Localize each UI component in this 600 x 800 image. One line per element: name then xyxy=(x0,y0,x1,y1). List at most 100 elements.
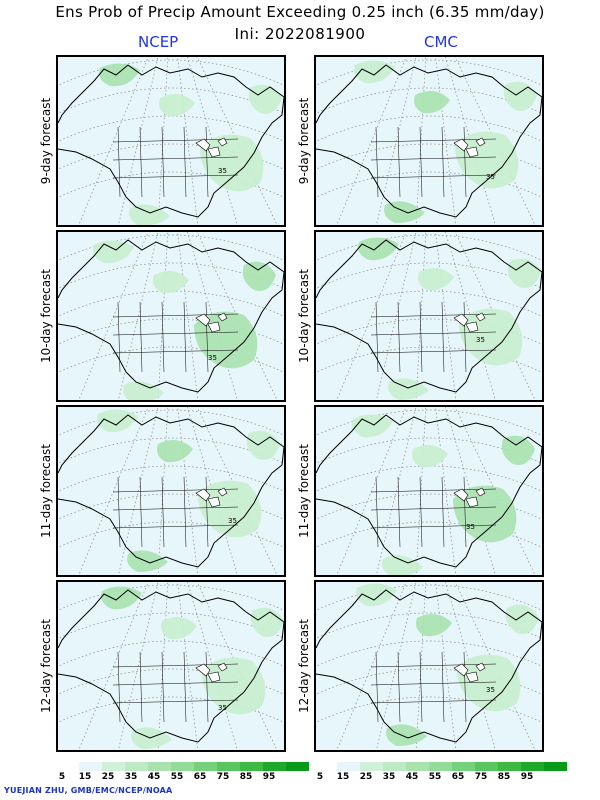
longitude-gridline xyxy=(445,232,496,400)
contour-label: 35 xyxy=(486,686,495,694)
colorbar-label: 95 xyxy=(520,772,534,782)
contour-label: 35 xyxy=(486,173,495,181)
probability-map: 35 xyxy=(316,407,542,575)
map-panel-ncep-9day: 35 xyxy=(56,55,286,227)
state-boundary xyxy=(112,349,239,354)
latitude-gridline xyxy=(316,57,542,58)
state-boundary xyxy=(463,476,467,548)
colorbar-label: 5 xyxy=(316,772,324,782)
great-lake xyxy=(453,313,469,327)
longitude-gridline xyxy=(376,407,417,575)
great-lake xyxy=(195,488,211,502)
probability-area xyxy=(358,237,399,261)
colorbar-label: 75 xyxy=(474,772,488,782)
state-boundary xyxy=(205,301,209,373)
state-boundary xyxy=(397,301,401,373)
state-boundary xyxy=(112,156,239,161)
state-boundary xyxy=(139,301,143,373)
colorbar-label: 45 xyxy=(147,772,161,782)
colorbar-swatch xyxy=(383,762,406,771)
state-boundary xyxy=(205,651,209,723)
probability-area xyxy=(123,381,164,400)
probability-map: 35 xyxy=(58,57,284,225)
latitude-gridline xyxy=(316,582,542,583)
contour-label: 35 xyxy=(208,354,217,362)
colorbar-swatch xyxy=(544,762,567,771)
longitude-gridline xyxy=(454,407,536,575)
longitude-gridline xyxy=(454,232,536,400)
longitude-gridline xyxy=(78,407,149,575)
great-lake xyxy=(207,671,221,683)
probability-area xyxy=(384,201,425,223)
latitude-gridline xyxy=(58,232,284,233)
longitude-gridline xyxy=(187,232,238,400)
longitude-gridline xyxy=(445,57,496,225)
great-lake xyxy=(475,662,486,672)
state-boundary xyxy=(161,126,165,198)
longitude-gridline xyxy=(177,232,199,400)
state-boundary xyxy=(139,476,143,548)
state-boundary xyxy=(370,524,497,529)
colorbar-label: 15 xyxy=(78,772,92,782)
probability-area xyxy=(97,409,138,433)
state-boundary xyxy=(183,301,187,373)
state-boundary xyxy=(419,126,423,198)
state-boundary xyxy=(183,476,187,548)
coastline xyxy=(58,64,284,218)
longitude-gridline xyxy=(196,407,278,575)
probability-area xyxy=(382,555,423,575)
longitude-gridline xyxy=(435,582,457,750)
great-lake xyxy=(465,496,479,508)
state-boundary xyxy=(112,699,239,704)
contour-label: 35 xyxy=(218,704,227,712)
map-panel-cmc-9day: 35 xyxy=(314,55,544,227)
state-boundary xyxy=(370,681,497,686)
state-boundary xyxy=(205,476,209,548)
colorbar-label: 65 xyxy=(193,772,207,782)
probability-area xyxy=(250,607,284,637)
state-boundary xyxy=(205,126,209,198)
probability-area xyxy=(159,94,195,117)
longitude-gridline xyxy=(435,57,457,225)
contour-label: 35 xyxy=(228,517,237,525)
colorbar-swatch xyxy=(263,762,286,771)
row-label-9day-cmc: 9-day forecast xyxy=(297,97,311,185)
state-boundary xyxy=(370,174,497,179)
state-boundary xyxy=(112,138,239,143)
probability-area xyxy=(99,63,140,87)
longitude-gridline xyxy=(435,232,457,400)
state-boundary xyxy=(463,301,467,373)
probability-area xyxy=(455,131,519,189)
probability-area xyxy=(202,657,266,715)
colorbar-label: 35 xyxy=(382,772,396,782)
probability-map: 35 xyxy=(316,57,542,225)
state-boundary xyxy=(161,301,165,373)
state-boundary xyxy=(441,651,445,723)
colorbar-swatch xyxy=(429,762,452,771)
state-boundary xyxy=(441,126,445,198)
great-lake xyxy=(453,488,469,502)
colorbar-swatch xyxy=(194,762,217,771)
great-lake xyxy=(465,146,479,158)
longitude-gridline xyxy=(435,407,457,575)
state-boundary xyxy=(375,476,379,548)
longitude-gridline xyxy=(445,582,496,750)
state-boundary xyxy=(370,699,497,704)
colorbar-label: 75 xyxy=(216,772,230,782)
contour-label: 35 xyxy=(476,336,485,344)
coastline xyxy=(58,414,284,568)
colorbar-label: 55 xyxy=(428,772,442,782)
longitude-gridline xyxy=(454,582,536,750)
longitude-gridline xyxy=(177,407,199,575)
colorbar-swatch xyxy=(171,762,194,771)
colorbar-swatch xyxy=(521,762,544,771)
probability-area xyxy=(412,445,448,468)
state-boundary xyxy=(419,651,423,723)
longitude-gridline xyxy=(196,582,278,750)
colorbar-swatch xyxy=(148,762,171,771)
row-label-11day-cmc: 11-day forecast xyxy=(297,443,311,539)
probability-area xyxy=(386,724,427,746)
coastline xyxy=(58,589,284,743)
probability-area xyxy=(131,727,172,749)
colorbar-swatch xyxy=(56,762,79,771)
